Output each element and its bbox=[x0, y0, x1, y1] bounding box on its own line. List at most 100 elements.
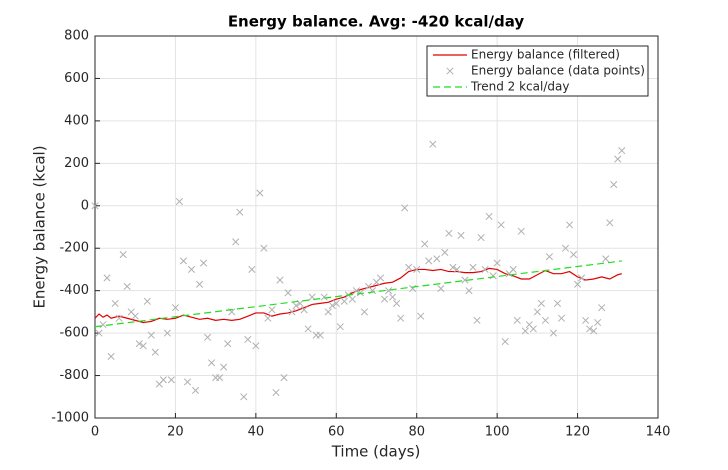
legend-label: Trend 2 kcal/day bbox=[470, 80, 569, 94]
data-point bbox=[352, 287, 360, 295]
data-point bbox=[393, 299, 401, 307]
data-point bbox=[614, 155, 622, 163]
data-point bbox=[143, 297, 151, 305]
data-point bbox=[336, 323, 344, 331]
data-point bbox=[397, 314, 405, 322]
data-point bbox=[240, 393, 248, 401]
data-point bbox=[328, 301, 336, 310]
data-point bbox=[429, 140, 437, 148]
data-point bbox=[586, 325, 594, 333]
data-point bbox=[598, 304, 606, 312]
legend-marker bbox=[446, 67, 454, 75]
data-point bbox=[147, 331, 155, 339]
data-point bbox=[276, 276, 284, 284]
x-tick-label: 0 bbox=[91, 425, 99, 440]
data-point bbox=[610, 181, 618, 189]
y-tick-label: -800 bbox=[59, 368, 89, 383]
data-point bbox=[521, 327, 529, 335]
legend-label: Energy balance (data points) bbox=[471, 64, 645, 78]
data-point bbox=[477, 234, 485, 242]
trend-line bbox=[94, 260, 622, 328]
data-point bbox=[115, 314, 123, 322]
data-point bbox=[191, 386, 200, 394]
data-point bbox=[449, 263, 457, 271]
data-point bbox=[481, 265, 489, 273]
data-point bbox=[175, 197, 184, 206]
data-point bbox=[260, 244, 268, 252]
y-tick-label: 400 bbox=[64, 113, 89, 128]
data-point bbox=[561, 244, 570, 252]
data-point bbox=[316, 331, 324, 339]
data-point bbox=[179, 257, 188, 265]
data-point bbox=[457, 231, 465, 240]
data-point bbox=[618, 147, 626, 155]
data-point bbox=[208, 359, 216, 367]
data-point bbox=[453, 265, 461, 273]
x-tick-label: 60 bbox=[328, 425, 345, 440]
data-point bbox=[385, 287, 393, 295]
data-point bbox=[578, 274, 586, 282]
data-point bbox=[485, 212, 493, 220]
data-point bbox=[324, 308, 332, 316]
data-point bbox=[606, 219, 614, 227]
data-point bbox=[171, 304, 179, 312]
data-point bbox=[529, 325, 537, 333]
data-point bbox=[545, 253, 553, 261]
y-tick-label: -1000 bbox=[51, 411, 89, 426]
data-point bbox=[517, 227, 525, 235]
data-point bbox=[389, 293, 397, 301]
y-tick-label: 200 bbox=[64, 156, 89, 171]
data-point bbox=[340, 297, 348, 305]
data-point bbox=[594, 318, 602, 327]
data-point bbox=[509, 265, 517, 273]
data-point bbox=[405, 263, 413, 271]
legend-box bbox=[426, 45, 649, 97]
data-point bbox=[196, 280, 204, 288]
data-point bbox=[99, 321, 107, 329]
data-point bbox=[553, 299, 562, 307]
data-point bbox=[582, 316, 590, 324]
data-point bbox=[300, 306, 308, 314]
data-point bbox=[497, 221, 505, 229]
data-point bbox=[413, 265, 421, 273]
y-tick-label: -400 bbox=[59, 283, 89, 298]
data-point bbox=[248, 265, 256, 273]
data-point bbox=[272, 388, 280, 397]
data-point bbox=[356, 289, 364, 297]
data-point bbox=[187, 265, 196, 273]
data-point bbox=[465, 287, 473, 295]
data-point bbox=[131, 312, 139, 320]
data-point bbox=[493, 259, 501, 267]
data-point bbox=[348, 295, 356, 303]
data-point bbox=[95, 329, 103, 337]
data-point bbox=[401, 204, 409, 212]
data-point bbox=[107, 352, 115, 361]
data-point bbox=[360, 308, 368, 316]
data-point bbox=[541, 316, 549, 324]
data-point bbox=[445, 229, 453, 237]
data-point bbox=[304, 325, 312, 333]
y-axis-label: Energy balance (kcal) bbox=[31, 145, 49, 308]
data-point bbox=[469, 263, 477, 271]
plot-frame bbox=[94, 35, 659, 419]
data-point bbox=[216, 374, 224, 382]
chart-title: Energy balance. Avg: -420 kcal/day bbox=[228, 13, 525, 31]
data-point bbox=[376, 274, 385, 282]
y-tick-label: -600 bbox=[59, 326, 89, 341]
data-point bbox=[590, 327, 598, 335]
y-tick-label: -200 bbox=[59, 241, 89, 256]
x-tick-label: 40 bbox=[248, 425, 265, 440]
data-point bbox=[441, 248, 449, 257]
x-axis-label: Time (days) bbox=[331, 443, 421, 461]
data-point bbox=[602, 255, 610, 263]
y-tick-label: 0 bbox=[81, 198, 89, 213]
data-point bbox=[268, 306, 276, 314]
data-point bbox=[320, 293, 328, 301]
data-point bbox=[264, 314, 272, 322]
data-point bbox=[256, 189, 264, 197]
data-point bbox=[433, 255, 441, 263]
data-point bbox=[163, 329, 171, 337]
data-point bbox=[513, 316, 521, 324]
x-tick-label: 80 bbox=[408, 425, 425, 440]
data-point bbox=[151, 348, 159, 356]
